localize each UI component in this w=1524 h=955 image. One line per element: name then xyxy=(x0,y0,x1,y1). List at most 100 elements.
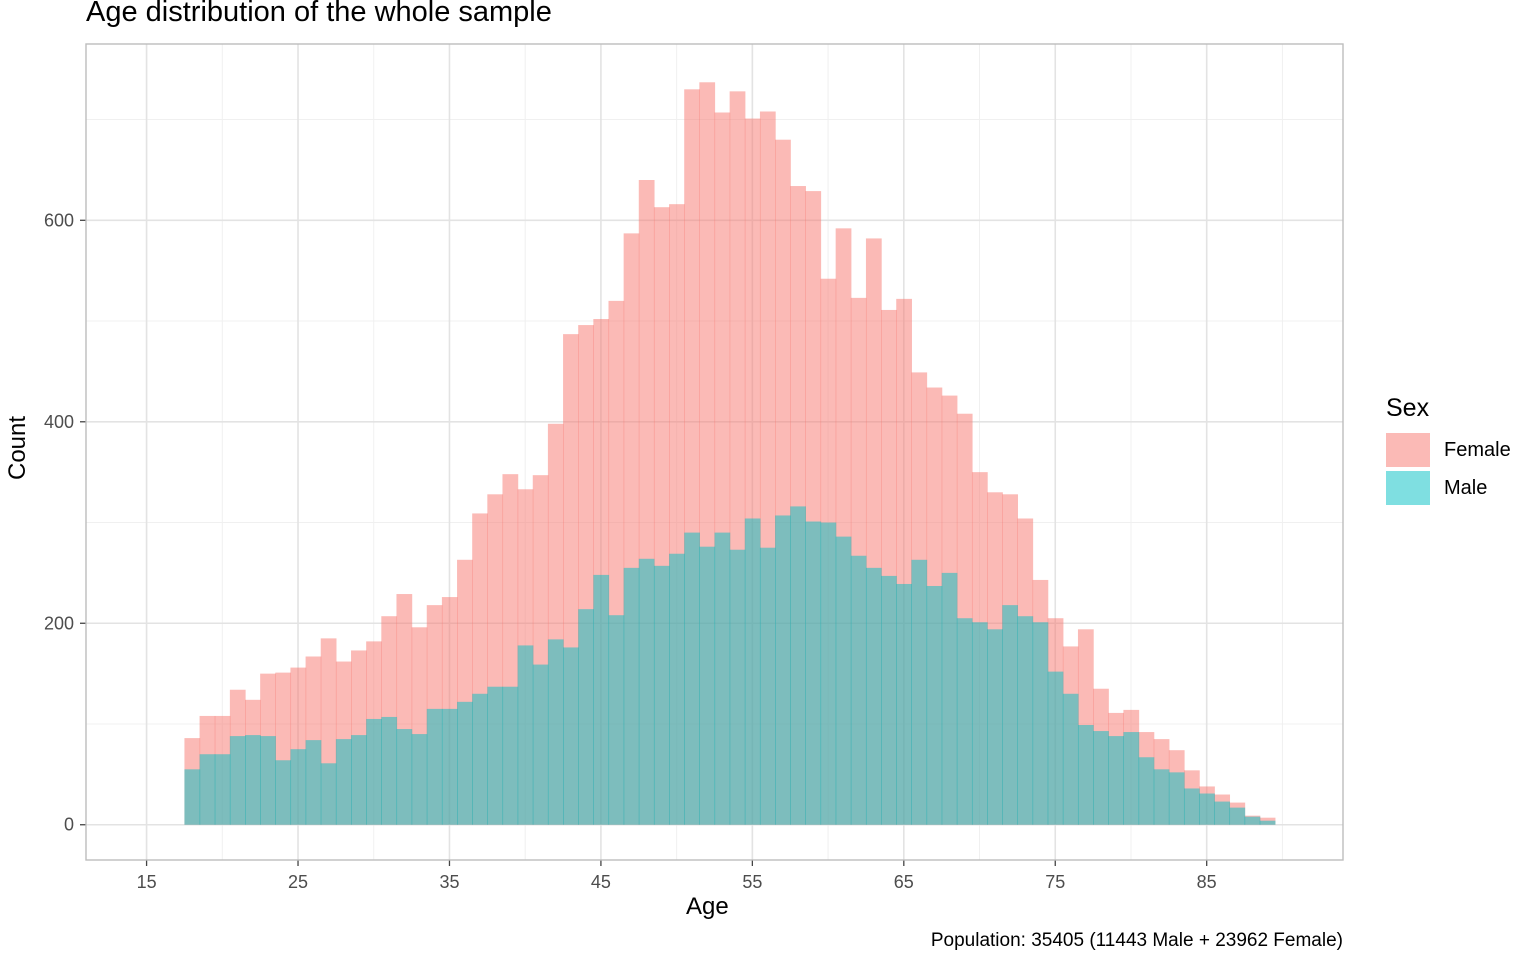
male-bar xyxy=(1047,671,1064,825)
male-bar xyxy=(971,622,988,825)
x-tick-label: 55 xyxy=(742,872,762,892)
male-bar xyxy=(305,740,322,825)
male-bar xyxy=(1123,732,1140,825)
male-bar xyxy=(260,736,276,825)
legend-key-female xyxy=(1386,433,1430,467)
male-bar xyxy=(1032,622,1049,825)
male-bar xyxy=(926,585,943,825)
male-bar xyxy=(744,518,761,825)
y-axis-label: Count xyxy=(4,415,31,480)
male-bar xyxy=(441,708,458,825)
chart-title: Age distribution of the whole sample xyxy=(86,0,552,28)
legend: Sex Female Male xyxy=(1386,394,1511,507)
male-bar xyxy=(835,536,852,825)
x-axis-label: Age xyxy=(686,893,729,920)
y-tick-label: 200 xyxy=(44,613,74,633)
male-bar xyxy=(759,547,776,825)
male-bar xyxy=(1077,725,1094,825)
male-bar xyxy=(351,735,367,825)
male-bars xyxy=(184,506,1276,825)
male-bar xyxy=(517,645,534,825)
male-bar xyxy=(245,735,261,825)
male-bar xyxy=(199,754,216,825)
x-tick-label: 65 xyxy=(894,872,914,892)
legend-item-male: Male xyxy=(1386,469,1511,507)
legend-title: Sex xyxy=(1386,394,1430,422)
male-bar xyxy=(1153,769,1170,825)
male-bar xyxy=(896,583,912,825)
legend-label-female: Female xyxy=(1444,438,1511,461)
male-bar xyxy=(941,572,958,825)
x-tick-label: 75 xyxy=(1045,872,1065,892)
male-bar xyxy=(820,522,837,825)
male-bar xyxy=(987,629,1003,825)
male-bar xyxy=(653,565,670,825)
male-bar xyxy=(699,546,716,825)
male-bar xyxy=(1138,757,1155,825)
male-bar xyxy=(184,769,201,825)
male-bar xyxy=(320,763,337,825)
x-tick-label: 15 xyxy=(137,872,157,892)
male-bar xyxy=(608,615,625,825)
male-bar xyxy=(229,736,246,825)
y-tick-label: 600 xyxy=(44,210,74,230)
male-bar xyxy=(502,686,519,825)
x-tick-label: 45 xyxy=(591,872,611,892)
male-bar xyxy=(956,618,973,825)
male-bar xyxy=(1229,807,1246,825)
x-tick-label: 35 xyxy=(439,872,459,892)
male-bar xyxy=(411,734,428,825)
male-bar xyxy=(1168,772,1185,825)
male-bar xyxy=(396,729,413,825)
male-bar xyxy=(638,558,655,825)
male-bar xyxy=(1017,616,1034,825)
y-tick-label: 400 xyxy=(44,412,74,432)
male-bar xyxy=(563,647,579,825)
male-bar xyxy=(290,749,307,825)
male-bar xyxy=(457,701,473,825)
male-bar xyxy=(593,574,610,825)
male-bar xyxy=(911,559,928,825)
male-bar xyxy=(790,506,806,825)
male-bar xyxy=(487,686,504,825)
male-bar xyxy=(805,521,822,825)
male-bar xyxy=(684,532,700,825)
male-bar xyxy=(426,708,443,825)
y-tick-label: 0 xyxy=(64,815,74,835)
male-bar xyxy=(775,515,791,825)
male-bar xyxy=(472,693,488,825)
panel-border xyxy=(85,43,1344,861)
male-bar xyxy=(1244,816,1261,825)
legend-label-male: Male xyxy=(1444,476,1488,499)
male-bar xyxy=(1002,605,1018,825)
male-bar xyxy=(1108,736,1125,825)
male-bar xyxy=(669,553,685,825)
male-bar xyxy=(865,567,882,825)
male-bar xyxy=(366,718,382,825)
male-bar xyxy=(1183,788,1200,825)
y-axis: 0 200 400 600 xyxy=(44,210,86,835)
male-bar xyxy=(850,555,867,825)
male-bar xyxy=(714,532,731,825)
male-bar xyxy=(729,549,746,825)
male-bar xyxy=(335,739,352,825)
male-bar xyxy=(381,716,398,825)
male-bar xyxy=(547,639,564,825)
male-bar xyxy=(1062,693,1079,825)
male-bar xyxy=(532,664,549,825)
x-axis: 15 25 35 45 55 65 75 85 xyxy=(137,860,1217,892)
male-bar xyxy=(1093,731,1109,825)
population-caption: Population: 35405 (11443 Male + 23962 Fe… xyxy=(930,930,1343,951)
male-bar xyxy=(214,754,231,825)
male-bar xyxy=(578,609,594,825)
male-bar xyxy=(1259,820,1276,825)
legend-key-male xyxy=(1386,471,1430,505)
male-bar xyxy=(1199,793,1215,825)
male-bar xyxy=(881,575,897,825)
male-bar xyxy=(275,760,292,825)
x-tick-label: 85 xyxy=(1197,872,1217,892)
x-tick-label: 25 xyxy=(288,872,308,892)
male-bar xyxy=(623,567,640,825)
male-bar xyxy=(1214,801,1231,825)
